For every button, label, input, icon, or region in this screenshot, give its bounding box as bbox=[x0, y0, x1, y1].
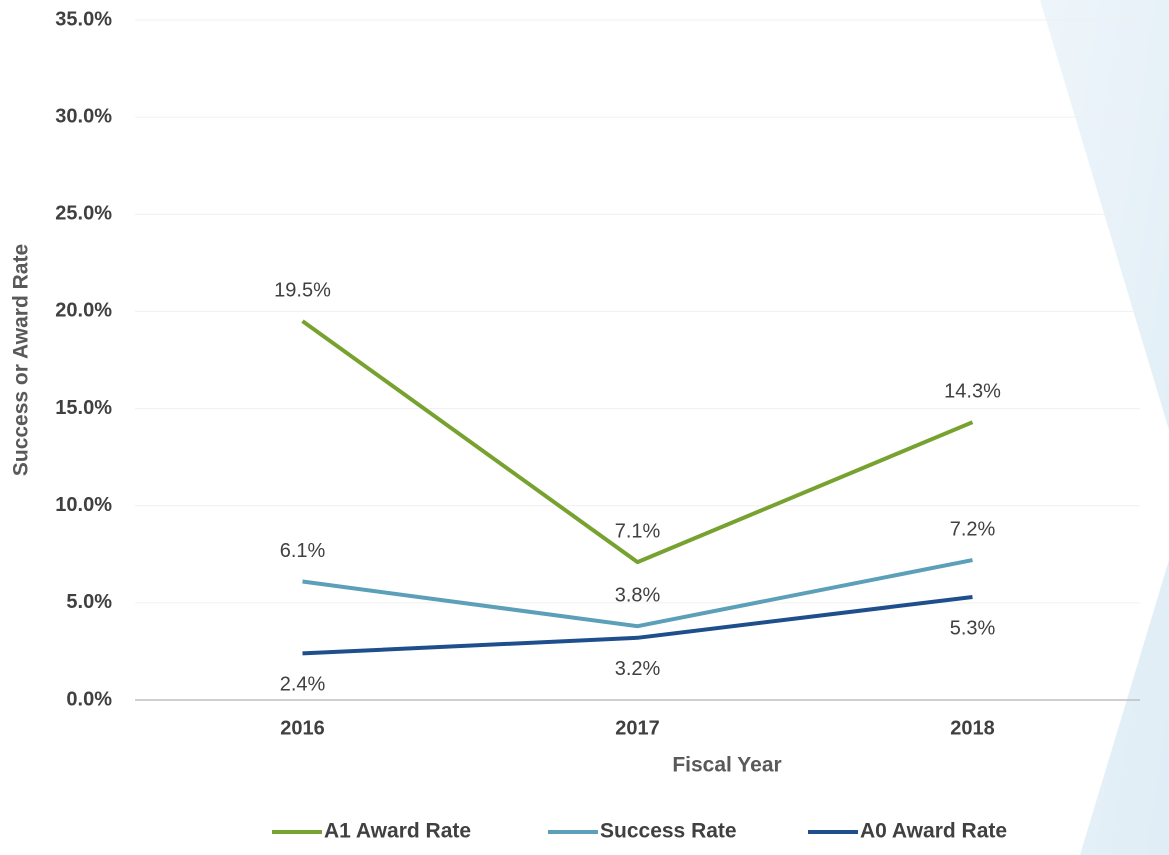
data-label: 6.1% bbox=[280, 540, 326, 562]
y-tick-label: 5.0% bbox=[66, 591, 112, 613]
data-label: 3.8% bbox=[615, 584, 661, 606]
y-axis-title: Success or Award Rate bbox=[10, 244, 33, 476]
x-tick-label: 2016 bbox=[280, 717, 325, 739]
data-label: 14.3% bbox=[944, 380, 1001, 402]
y-tick-label: 25.0% bbox=[55, 203, 112, 225]
series-line bbox=[302, 595, 973, 656]
y-tick-label: 20.0% bbox=[55, 300, 112, 322]
x-axis-title: Fiscal Year bbox=[672, 754, 781, 777]
y-tick-label: 10.0% bbox=[55, 494, 112, 516]
data-label: 3.2% bbox=[615, 658, 661, 680]
legend-label: A1 Award Rate bbox=[324, 820, 471, 843]
data-label: 7.2% bbox=[950, 518, 996, 540]
data-label: 19.5% bbox=[274, 279, 331, 301]
legend-label: A0 Award Rate bbox=[860, 820, 1007, 843]
data-label: 2.4% bbox=[280, 674, 326, 696]
x-tick-label: 2018 bbox=[950, 717, 995, 739]
data-label: 5.3% bbox=[950, 617, 996, 639]
series-line bbox=[301, 319, 974, 565]
y-tick-label: 15.0% bbox=[55, 397, 112, 419]
y-tick-label: 30.0% bbox=[55, 105, 112, 127]
background-shape bbox=[1040, 0, 1169, 855]
y-tick-label: 35.0% bbox=[55, 8, 112, 30]
data-label: 7.1% bbox=[615, 520, 661, 542]
y-tick-label: 0.0% bbox=[66, 688, 112, 710]
x-tick-label: 2017 bbox=[615, 717, 660, 739]
series-line bbox=[302, 558, 973, 629]
legend-label: Success Rate bbox=[600, 820, 737, 843]
